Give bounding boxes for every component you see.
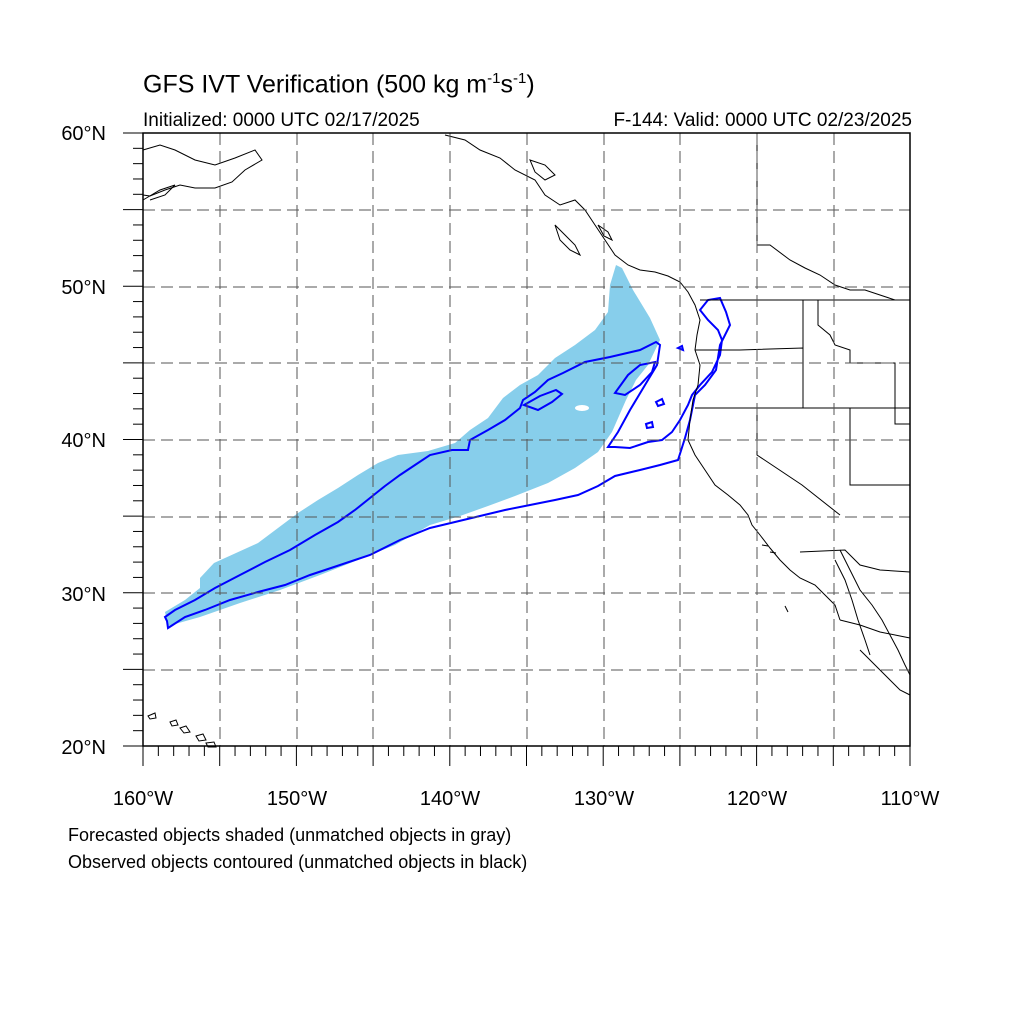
footnote-forecast: Forecasted objects shaded (unmatched obj…	[68, 825, 512, 845]
lon-label: 130°W	[574, 788, 634, 810]
lat-label: 40°N	[61, 430, 106, 452]
forecast-hole	[575, 405, 589, 411]
axis-ticks	[123, 132, 911, 766]
lon-label: 150°W	[267, 788, 327, 810]
footnote-observed: Observed objects contoured (unmatched ob…	[68, 852, 528, 872]
observed-object-contour-small	[521, 388, 564, 412]
graticule	[143, 133, 910, 746]
lat-label: 60°N	[61, 123, 106, 145]
observed-object-contour-small	[613, 360, 657, 397]
lat-label: 30°N	[61, 584, 106, 606]
lat-label: 20°N	[61, 737, 106, 759]
observed-object-contour-small	[644, 344, 685, 430]
lon-label: 140°W	[420, 788, 480, 810]
forecast-object-shading	[165, 265, 660, 626]
lon-label: 120°W	[727, 788, 787, 810]
lat-label: 50°N	[61, 277, 106, 299]
initialized-time: Initialized: 0000 UTC 02/17/2025	[143, 110, 420, 131]
lon-label: 160°W	[113, 788, 173, 810]
lon-label: 110°W	[881, 788, 940, 810]
page-title: GFS IVT Verification (500 kg m-1s-1)	[143, 70, 535, 99]
political-boundaries	[695, 133, 911, 639]
coastlines	[142, 134, 911, 748]
valid-time: F-144: Valid: 0000 UTC 02/23/2025	[613, 110, 912, 131]
